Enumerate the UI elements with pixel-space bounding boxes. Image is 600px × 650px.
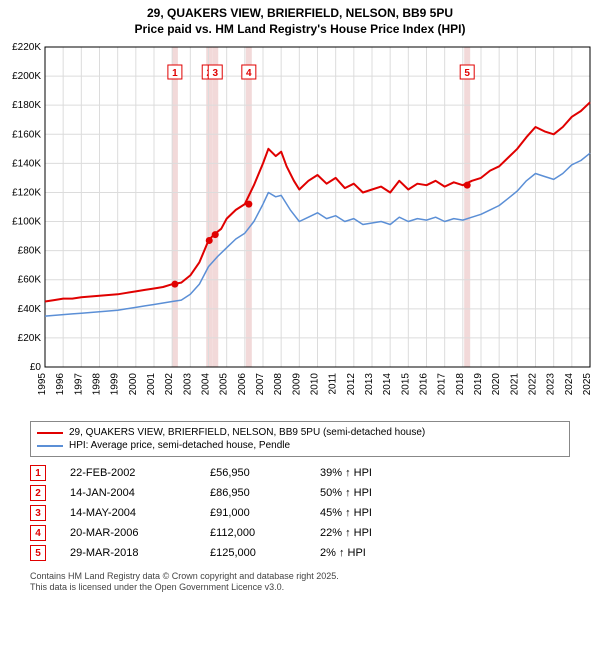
- svg-text:1: 1: [172, 68, 178, 79]
- svg-text:£160K: £160K: [12, 129, 41, 140]
- svg-text:2006: 2006: [237, 373, 248, 396]
- svg-text:3: 3: [212, 68, 218, 79]
- sale-date: 29-MAR-2018: [70, 547, 210, 559]
- svg-text:2008: 2008: [273, 373, 284, 396]
- sale-date: 14-MAY-2004: [70, 507, 210, 519]
- svg-text:2024: 2024: [564, 373, 575, 396]
- svg-text:2010: 2010: [310, 373, 321, 396]
- svg-text:2017: 2017: [437, 373, 448, 396]
- sale-delta: 50% ↑ HPI: [320, 487, 372, 499]
- svg-text:5: 5: [464, 68, 470, 79]
- sale-delta: 2% ↑ HPI: [320, 547, 366, 559]
- legend-label: 29, QUAKERS VIEW, BRIERFIELD, NELSON, BB…: [69, 427, 425, 438]
- svg-text:2014: 2014: [382, 373, 393, 396]
- footer-line-2: This data is licensed under the Open Gov…: [30, 582, 570, 593]
- svg-text:2023: 2023: [546, 373, 557, 396]
- title-line-1: 29, QUAKERS VIEW, BRIERFIELD, NELSON, BB…: [0, 6, 600, 22]
- svg-text:2015: 2015: [400, 373, 411, 396]
- svg-text:£40K: £40K: [18, 304, 42, 315]
- footer-note: Contains HM Land Registry data © Crown c…: [30, 571, 570, 593]
- sale-marker-icon: 4: [30, 525, 46, 541]
- legend-item: 29, QUAKERS VIEW, BRIERFIELD, NELSON, BB…: [37, 426, 563, 439]
- svg-text:2022: 2022: [528, 373, 539, 396]
- svg-text:£120K: £120K: [12, 188, 41, 199]
- svg-text:£80K: £80K: [18, 246, 42, 257]
- svg-text:2018: 2018: [455, 373, 466, 396]
- svg-text:2016: 2016: [419, 373, 430, 396]
- svg-text:1999: 1999: [110, 373, 121, 396]
- sale-marker-icon: 1: [30, 465, 46, 481]
- svg-text:4: 4: [246, 68, 252, 79]
- title-line-2: Price paid vs. HM Land Registry's House …: [0, 22, 600, 38]
- svg-text:2002: 2002: [164, 373, 175, 396]
- svg-text:2020: 2020: [491, 373, 502, 396]
- sale-date: 14-JAN-2004: [70, 487, 210, 499]
- svg-text:2011: 2011: [328, 373, 339, 395]
- legend-swatch: [37, 432, 63, 434]
- legend-swatch: [37, 445, 63, 447]
- svg-text:2001: 2001: [146, 373, 157, 396]
- svg-text:£100K: £100K: [12, 217, 41, 228]
- svg-text:2013: 2013: [364, 373, 375, 396]
- table-row: 2 14-JAN-2004 £86,950 50% ↑ HPI: [30, 483, 570, 503]
- sale-delta: 45% ↑ HPI: [320, 507, 372, 519]
- sale-marker-icon: 2: [30, 485, 46, 501]
- sale-date: 22-FEB-2002: [70, 467, 210, 479]
- sale-date: 20-MAR-2006: [70, 527, 210, 539]
- sale-price: £112,000: [210, 527, 320, 539]
- svg-text:2004: 2004: [201, 373, 212, 396]
- sales-table: 1 22-FEB-2002 £56,950 39% ↑ HPI 2 14-JAN…: [30, 463, 570, 563]
- svg-text:1995: 1995: [37, 373, 48, 396]
- svg-text:£180K: £180K: [12, 100, 41, 111]
- chart-title-block: 29, QUAKERS VIEW, BRIERFIELD, NELSON, BB…: [0, 0, 600, 37]
- sale-delta: 39% ↑ HPI: [320, 467, 372, 479]
- table-row: 1 22-FEB-2002 £56,950 39% ↑ HPI: [30, 463, 570, 483]
- sale-price: £86,950: [210, 487, 320, 499]
- svg-text:2021: 2021: [509, 373, 520, 396]
- svg-text:2005: 2005: [219, 373, 230, 396]
- sale-marker-icon: 3: [30, 505, 46, 521]
- table-row: 5 29-MAR-2018 £125,000 2% ↑ HPI: [30, 543, 570, 563]
- svg-text:2019: 2019: [473, 373, 484, 396]
- sale-price: £91,000: [210, 507, 320, 519]
- table-row: 4 20-MAR-2006 £112,000 22% ↑ HPI: [30, 523, 570, 543]
- sale-price: £125,000: [210, 547, 320, 559]
- svg-text:£220K: £220K: [12, 42, 41, 53]
- svg-text:£20K: £20K: [18, 333, 42, 344]
- svg-text:2009: 2009: [291, 373, 302, 396]
- footer-line-1: Contains HM Land Registry data © Crown c…: [30, 571, 570, 582]
- svg-text:£140K: £140K: [12, 159, 41, 170]
- svg-text:2025: 2025: [582, 373, 593, 396]
- legend-label: HPI: Average price, semi-detached house,…: [69, 440, 290, 451]
- svg-text:1997: 1997: [73, 373, 84, 396]
- svg-text:1998: 1998: [92, 373, 103, 396]
- table-row: 3 14-MAY-2004 £91,000 45% ↑ HPI: [30, 503, 570, 523]
- legend: 29, QUAKERS VIEW, BRIERFIELD, NELSON, BB…: [30, 421, 570, 457]
- svg-text:2000: 2000: [128, 373, 139, 396]
- sale-price: £56,950: [210, 467, 320, 479]
- legend-item: HPI: Average price, semi-detached house,…: [37, 439, 563, 452]
- svg-text:2003: 2003: [182, 373, 193, 396]
- svg-text:2007: 2007: [255, 373, 266, 396]
- svg-text:£60K: £60K: [18, 275, 42, 286]
- svg-text:£200K: £200K: [12, 71, 41, 82]
- svg-text:£0: £0: [30, 362, 42, 373]
- sale-marker-icon: 5: [30, 545, 46, 561]
- svg-text:2012: 2012: [346, 373, 357, 396]
- svg-text:1996: 1996: [55, 373, 66, 396]
- sale-delta: 22% ↑ HPI: [320, 527, 372, 539]
- price-chart: £0 £20K £40K £60K £80K £100K £120K £140K £160K £1…: [0, 37, 600, 417]
